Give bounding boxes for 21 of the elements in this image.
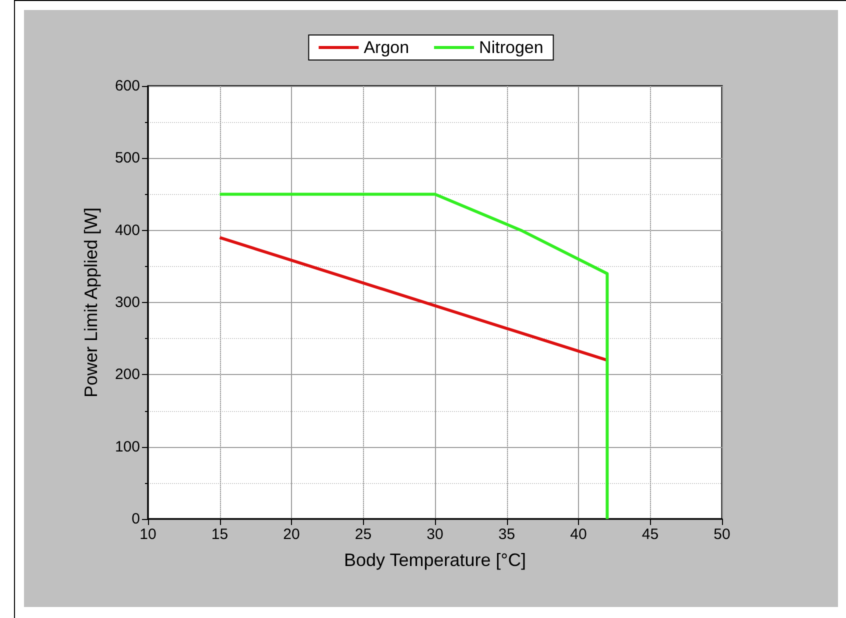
y-tick-label: 100 [114, 438, 140, 456]
y-tick-label: 300 [114, 294, 140, 311]
y-tick-label: 200 [114, 366, 140, 384]
x-tick-label: 40 [570, 526, 587, 543]
legend-label: Nitrogen [479, 38, 544, 57]
x-axis-title: Body Temperature [°C] [344, 550, 526, 570]
x-tick-label: 10 [140, 526, 156, 543]
line-series [218, 192, 609, 520]
y-tick-label: 500 [114, 150, 140, 167]
x-tick-label: 20 [283, 526, 300, 543]
x-tick-label: 35 [498, 526, 516, 543]
x-tick-label: 50 [714, 526, 730, 543]
x-tick-label: 45 [642, 526, 659, 543]
y-axis-title: Power Limit Applied [W] [81, 207, 101, 398]
y-tick-label: 400 [114, 222, 140, 239]
y-tick-label: 0 [132, 510, 140, 528]
x-tick-label: 25 [354, 526, 372, 543]
x-tick-label: 15 [211, 526, 228, 543]
y-tick-label: 600 [114, 78, 140, 94]
x-tick-label: 30 [426, 526, 444, 543]
legend-label: Argon [364, 38, 410, 57]
